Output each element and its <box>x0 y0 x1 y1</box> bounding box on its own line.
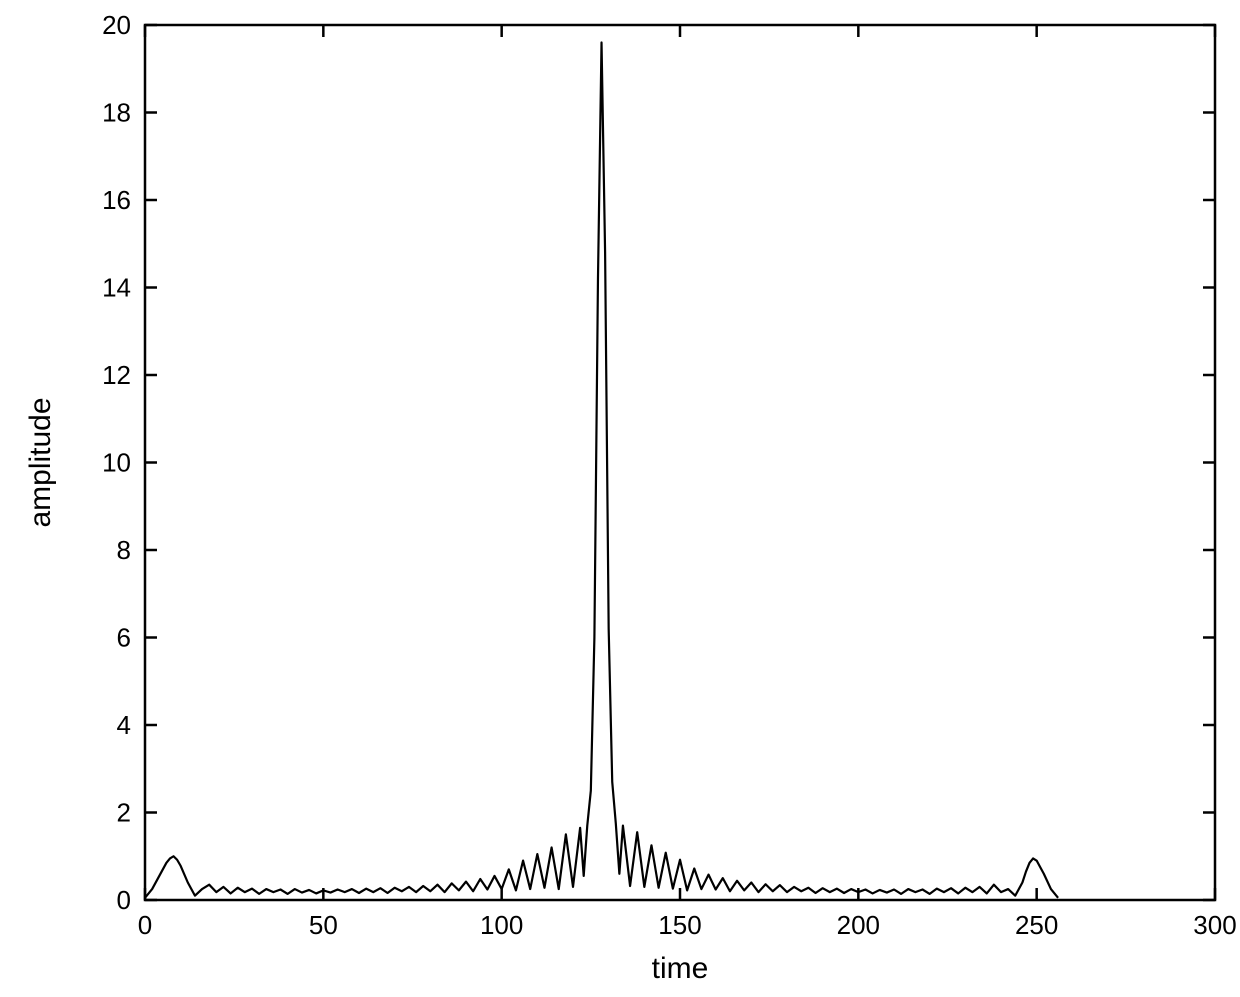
y-tick-label: 16 <box>102 185 131 215</box>
y-tick-label: 18 <box>102 98 131 128</box>
y-tick-label: 6 <box>117 623 131 653</box>
chart-background <box>0 0 1240 997</box>
x-axis-label: time <box>652 952 709 985</box>
x-tick-label: 300 <box>1193 910 1236 940</box>
y-tick-label: 20 <box>102 10 131 40</box>
y-tick-label: 12 <box>102 360 131 390</box>
amplitude-time-chart: 0 50 100 150 200 250 300 0 2 4 6 8 10 12 14 16 18 20 time a… <box>0 0 1240 997</box>
y-tick-label: 2 <box>117 798 131 828</box>
y-tick-label: 0 <box>117 885 131 915</box>
x-tick-label: 200 <box>837 910 880 940</box>
y-tick-label: 10 <box>102 448 131 478</box>
y-tick-label: 14 <box>102 273 131 303</box>
y-axis-label: amplitude <box>24 397 57 527</box>
y-tick-label: 4 <box>117 710 131 740</box>
x-tick-label: 50 <box>309 910 338 940</box>
x-tick-label: 100 <box>480 910 523 940</box>
x-tick-label: 150 <box>658 910 701 940</box>
x-tick-label: 0 <box>138 910 152 940</box>
y-tick-label: 8 <box>117 535 131 565</box>
chart-svg: 0 50 100 150 200 250 300 0 2 4 6 8 10 12 14 16 18 20 time a… <box>0 0 1240 997</box>
x-tick-label: 250 <box>1015 910 1058 940</box>
